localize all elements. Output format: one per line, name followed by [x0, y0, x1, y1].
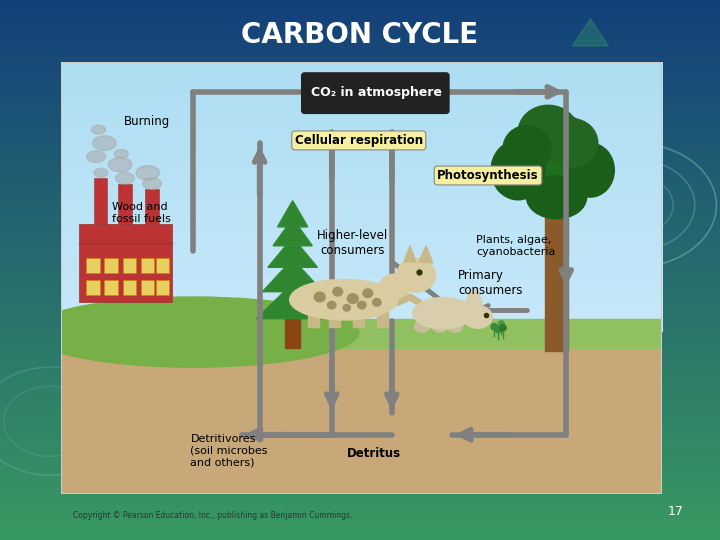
- Bar: [545, 200, 568, 351]
- Text: CO₂ in atmosphere: CO₂ in atmosphere: [311, 86, 442, 99]
- Circle shape: [373, 299, 381, 306]
- Bar: [61, 321, 662, 494]
- Polygon shape: [278, 201, 307, 227]
- Bar: [79, 224, 172, 302]
- Text: Photosynthesis: Photosynthesis: [437, 169, 539, 182]
- Text: Detritus: Detritus: [347, 447, 401, 460]
- Polygon shape: [263, 259, 323, 292]
- Ellipse shape: [500, 325, 506, 331]
- Text: Higher-level
consumers: Higher-level consumers: [317, 229, 388, 257]
- Ellipse shape: [289, 280, 398, 320]
- Bar: [122, 258, 136, 273]
- Ellipse shape: [415, 321, 429, 332]
- Bar: [140, 258, 154, 273]
- Ellipse shape: [86, 151, 105, 163]
- Ellipse shape: [433, 321, 447, 332]
- Text: Cellular respiration: Cellular respiration: [294, 134, 423, 147]
- Ellipse shape: [498, 321, 504, 327]
- Ellipse shape: [503, 125, 552, 172]
- Bar: [86, 258, 99, 273]
- Ellipse shape: [397, 259, 436, 292]
- Polygon shape: [268, 238, 318, 267]
- Ellipse shape: [474, 290, 482, 313]
- Text: Detritivores
(soil microbes
and others): Detritivores (soil microbes and others): [191, 434, 268, 468]
- Bar: [145, 189, 158, 224]
- Polygon shape: [263, 259, 323, 292]
- Polygon shape: [404, 246, 416, 262]
- Polygon shape: [419, 246, 433, 263]
- Bar: [140, 280, 154, 295]
- Bar: [353, 297, 364, 327]
- Circle shape: [343, 305, 351, 311]
- Ellipse shape: [413, 298, 473, 329]
- Ellipse shape: [447, 321, 462, 332]
- Bar: [94, 178, 107, 224]
- Bar: [285, 313, 300, 348]
- Ellipse shape: [566, 143, 614, 197]
- Ellipse shape: [518, 113, 595, 194]
- Circle shape: [347, 294, 358, 303]
- Ellipse shape: [491, 140, 545, 200]
- Bar: [104, 258, 117, 273]
- Text: 17: 17: [668, 505, 684, 518]
- Bar: [86, 280, 99, 295]
- Ellipse shape: [466, 291, 475, 314]
- Circle shape: [363, 289, 373, 298]
- Ellipse shape: [28, 297, 359, 367]
- Polygon shape: [273, 219, 312, 246]
- Ellipse shape: [114, 150, 128, 158]
- Ellipse shape: [115, 172, 135, 184]
- Text: Wood and
fossil fuels: Wood and fossil fuels: [112, 202, 171, 224]
- Bar: [156, 280, 169, 295]
- Polygon shape: [273, 219, 312, 246]
- Ellipse shape: [136, 165, 160, 180]
- Ellipse shape: [109, 158, 132, 172]
- Ellipse shape: [523, 138, 590, 213]
- Circle shape: [328, 301, 336, 309]
- Text: Burning: Burning: [125, 115, 171, 128]
- Ellipse shape: [143, 178, 161, 190]
- Ellipse shape: [464, 306, 492, 328]
- Text: Copyright © Pearson Education, Inc., publishing as Benjamin Cummings.: Copyright © Pearson Education, Inc., pub…: [73, 511, 353, 521]
- Circle shape: [333, 287, 343, 296]
- Ellipse shape: [546, 119, 598, 167]
- Text: Primary
consumers: Primary consumers: [458, 269, 523, 298]
- Bar: [329, 297, 340, 327]
- Ellipse shape: [94, 168, 108, 177]
- Text: CARBON CYCLE: CARBON CYCLE: [241, 21, 479, 49]
- Bar: [377, 297, 387, 327]
- Polygon shape: [278, 201, 307, 227]
- Ellipse shape: [91, 125, 106, 134]
- Ellipse shape: [495, 326, 501, 333]
- Ellipse shape: [491, 323, 497, 330]
- Bar: [104, 280, 117, 295]
- Polygon shape: [256, 284, 329, 319]
- Bar: [307, 297, 318, 327]
- Ellipse shape: [526, 176, 587, 219]
- Ellipse shape: [380, 274, 410, 298]
- Polygon shape: [256, 284, 329, 319]
- Circle shape: [358, 301, 366, 309]
- Ellipse shape: [518, 105, 578, 159]
- Bar: [118, 184, 132, 224]
- Circle shape: [315, 292, 325, 302]
- Bar: [122, 280, 136, 295]
- FancyBboxPatch shape: [302, 73, 449, 113]
- Bar: [61, 319, 662, 348]
- Ellipse shape: [93, 136, 116, 151]
- Bar: [156, 258, 169, 273]
- Polygon shape: [268, 238, 318, 267]
- Polygon shape: [572, 19, 608, 46]
- Text: Plants, algae,
cyanobacteria: Plants, algae, cyanobacteria: [476, 235, 555, 256]
